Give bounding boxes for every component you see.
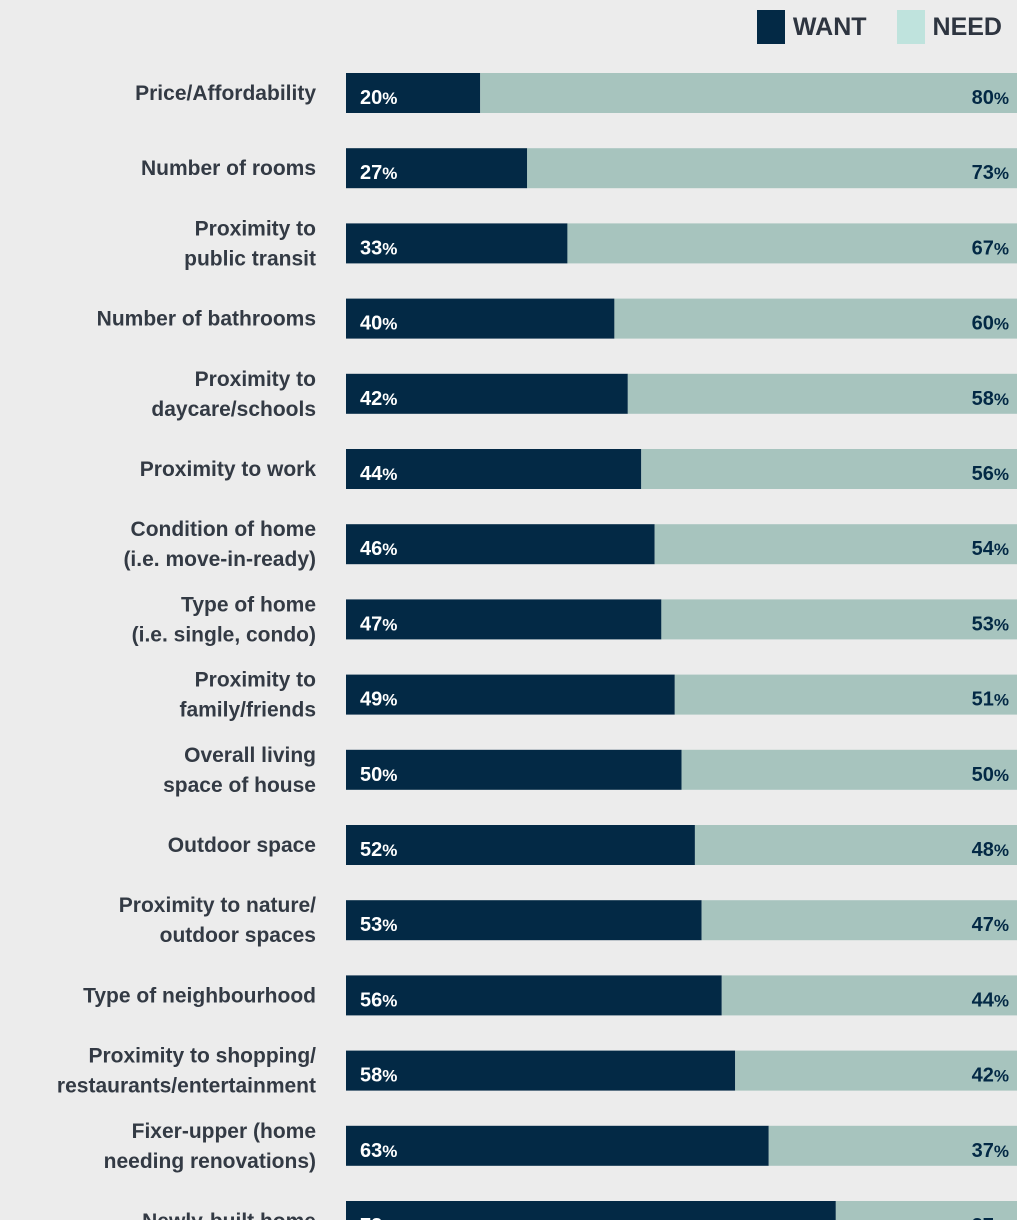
category-label: Number of bathrooms — [97, 308, 316, 331]
data-label-need: 50% — [972, 764, 1009, 786]
category-label: needing renovations) — [104, 1150, 316, 1173]
category-label: space of house — [163, 774, 316, 797]
category-label: (i.e. move-in-ready) — [123, 548, 316, 571]
bar-need — [768, 1125, 1017, 1166]
data-label-need: 54% — [972, 538, 1009, 560]
data-label-need: 44% — [972, 989, 1009, 1011]
bar-want — [346, 298, 615, 339]
category-label: Outdoor space — [168, 834, 316, 857]
chart-legend: WANT NEED — [756, 10, 1002, 44]
category-label: outdoor spaces — [160, 924, 316, 947]
legend-label-need: NEED — [932, 12, 1002, 41]
bar-need — [674, 674, 1017, 715]
category-label: Proximity to shopping/ — [88, 1045, 316, 1068]
data-label-want: 44% — [360, 463, 397, 485]
category-label: Proximity to work — [140, 458, 317, 481]
data-label-want: 56% — [360, 989, 397, 1011]
data-label-want: 47% — [360, 613, 397, 635]
data-label-want: 73% — [360, 1215, 397, 1220]
legend-label-want: WANT — [792, 12, 867, 41]
data-label-want: 52% — [360, 839, 397, 861]
category-label: Proximity to — [195, 217, 316, 240]
category-label: Type of home — [181, 593, 316, 616]
category-label: Overall living — [184, 744, 316, 767]
bar-need — [654, 524, 1017, 565]
bar-want — [346, 900, 702, 941]
data-label-need: 37% — [972, 1140, 1009, 1162]
data-label-need: 80% — [972, 87, 1009, 109]
bar-want — [346, 825, 695, 865]
bar-need — [627, 373, 1017, 414]
bar-want — [346, 749, 682, 790]
bar-need — [701, 900, 1017, 941]
category-label: Condition of home — [131, 518, 316, 541]
category-label: Proximity to — [195, 669, 316, 692]
data-label-need: 67% — [972, 237, 1009, 259]
bar-want — [346, 599, 662, 640]
data-label-need: 60% — [972, 313, 1009, 335]
bar-need — [661, 599, 1017, 640]
category-label: public transit — [184, 247, 316, 270]
bar-need — [681, 749, 1017, 790]
data-label-want: 50% — [360, 764, 397, 786]
bar-want — [346, 524, 655, 565]
data-label-want: 33% — [360, 237, 397, 259]
category-label: (i.e. single, condo) — [132, 623, 316, 646]
data-label-need: 51% — [972, 689, 1009, 711]
bar-want — [346, 674, 675, 715]
data-label-want: 53% — [360, 914, 397, 936]
bar-want — [346, 223, 568, 264]
bar-want — [346, 148, 528, 189]
bar-need — [567, 223, 1017, 264]
category-label: family/friends — [179, 699, 316, 722]
data-label-want: 27% — [360, 162, 397, 184]
data-label-need: 73% — [972, 162, 1009, 184]
data-label-need: 42% — [972, 1065, 1009, 1087]
category-label: Number of rooms — [141, 157, 316, 180]
data-label-need: 27% — [972, 1215, 1009, 1220]
bar-need — [735, 1050, 1017, 1091]
legend-swatch-need — [896, 10, 925, 44]
data-label-need: 58% — [972, 388, 1009, 410]
bar-need — [721, 975, 1017, 1016]
data-label-need: 47% — [972, 914, 1009, 936]
bar-want — [346, 1125, 769, 1166]
data-label-need: 56% — [972, 463, 1009, 485]
bar-need — [835, 1201, 1017, 1220]
category-label: Fixer-upper (home — [132, 1120, 316, 1143]
bar-need — [614, 298, 1017, 339]
bar-want — [346, 1050, 736, 1091]
bar-want — [346, 975, 722, 1016]
data-label-want: 49% — [360, 689, 397, 711]
legend-item-want: WANT — [756, 10, 867, 44]
data-label-want: 20% — [360, 87, 397, 109]
bar-want — [346, 373, 628, 414]
category-label: Newly-built home — [142, 1210, 316, 1220]
bar-need — [641, 449, 1017, 489]
category-label: restaurants/entertainment — [57, 1075, 316, 1098]
bar-want — [346, 73, 481, 113]
data-label-want: 42% — [360, 388, 397, 410]
data-label-need: 53% — [972, 613, 1009, 635]
category-label: Type of neighbourhood — [83, 984, 316, 1007]
data-label-need: 48% — [972, 839, 1009, 861]
data-label-want: 40% — [360, 313, 397, 335]
bar-want — [346, 1201, 836, 1220]
category-label: Proximity to — [195, 368, 316, 391]
bar-need — [694, 825, 1017, 865]
bar-need — [527, 148, 1017, 189]
legend-item-need: NEED — [896, 10, 1002, 44]
category-label: Price/Affordability — [135, 82, 316, 105]
category-label: daycare/schools — [151, 398, 316, 421]
bar-need — [480, 73, 1017, 113]
data-label-want: 46% — [360, 538, 397, 560]
bar-want — [346, 449, 642, 489]
legend-swatch-want — [756, 10, 785, 44]
data-label-want: 58% — [360, 1065, 397, 1087]
data-label-want: 63% — [360, 1140, 397, 1162]
category-label: Proximity to nature/ — [119, 894, 316, 917]
